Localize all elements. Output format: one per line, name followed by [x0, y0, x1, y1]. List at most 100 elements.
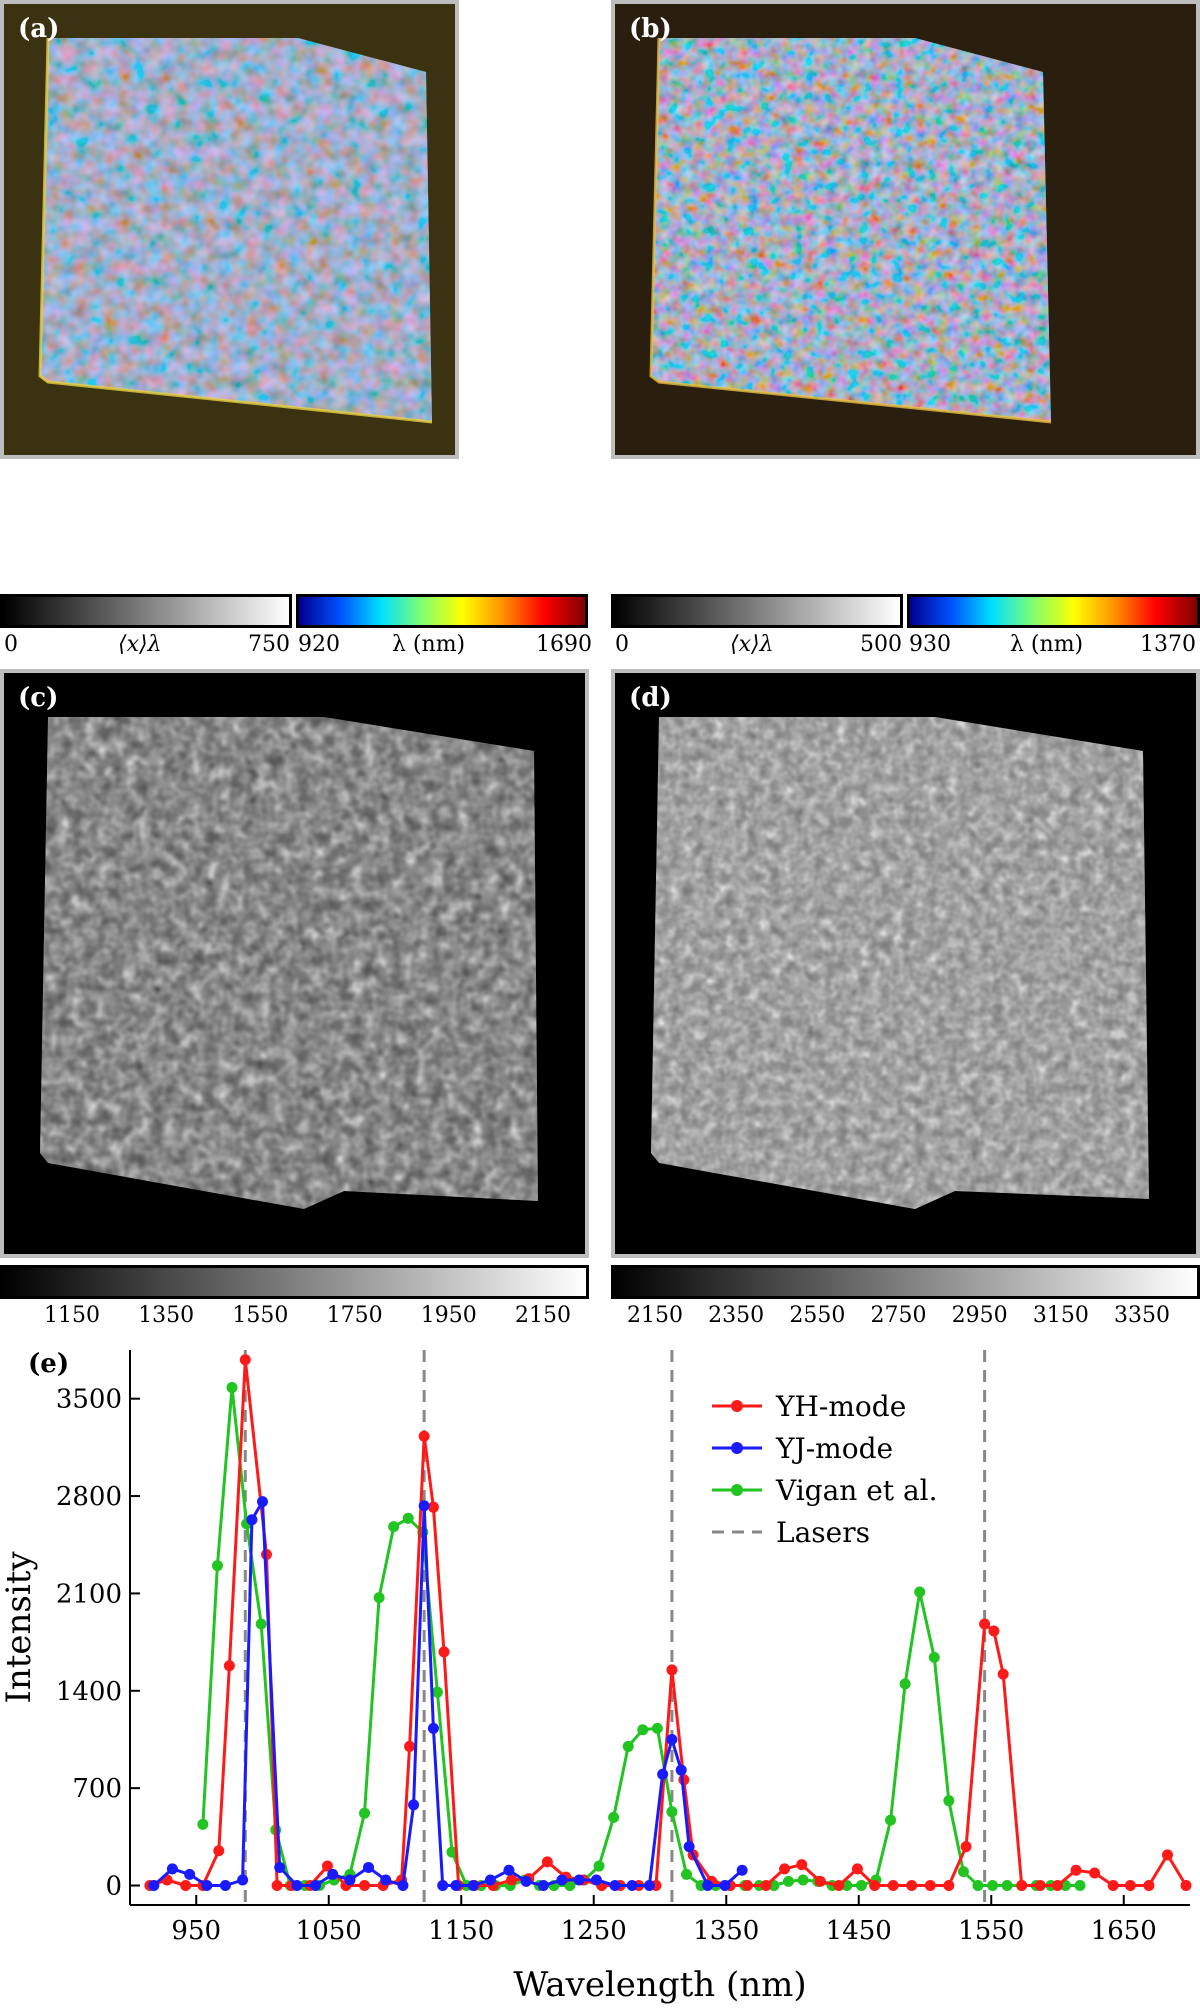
data-point [987, 1880, 999, 1892]
data-point [503, 1864, 515, 1876]
data-point [1074, 1880, 1086, 1892]
data-point [257, 1496, 268, 1508]
legend-marker [731, 1442, 743, 1454]
data-point [593, 1860, 605, 1872]
colorbar-c-tick-0: 1150 [44, 1303, 100, 1328]
data-point [924, 1880, 936, 1892]
colorbar-c-tick-1: 1350 [138, 1303, 195, 1328]
colorbar-b-spec-label: λ (nm) [1010, 632, 1084, 657]
colorbar-a-gray-max: 750 [248, 632, 290, 657]
legend-label: Vigan et al. [775, 1474, 938, 1507]
y-tick-label: 700 [72, 1774, 122, 1804]
data-point [736, 1864, 748, 1876]
colorbar-c [0, 1265, 589, 1299]
data-point [541, 1856, 553, 1868]
colorbar-b-spectral [907, 594, 1200, 628]
data-point [972, 1880, 984, 1892]
data-point [506, 1874, 518, 1886]
data-point [609, 1880, 621, 1892]
panel-c-label: (c) [18, 683, 59, 713]
data-point [388, 1521, 400, 1533]
data-point [1107, 1880, 1119, 1892]
data-point [637, 1724, 649, 1736]
y-tick-label: 0 [105, 1872, 122, 1902]
data-point [681, 1868, 692, 1880]
data-point [797, 1874, 809, 1886]
data-point [760, 1880, 772, 1892]
data-point [869, 1880, 881, 1892]
data-point [556, 1874, 568, 1886]
data-point [219, 1880, 231, 1892]
data-point [520, 1875, 532, 1887]
panel-b: (b) [611, 0, 1200, 459]
data-point [180, 1880, 192, 1892]
data-point [1016, 1880, 1028, 1892]
data-point [166, 1863, 178, 1875]
colorbar-d-tick-4: 2950 [951, 1303, 1008, 1328]
data-point [484, 1874, 496, 1886]
colorbar-d-tick-2: 2550 [789, 1303, 846, 1328]
data-point [427, 1722, 439, 1734]
data-point [683, 1841, 695, 1853]
data-point [450, 1880, 462, 1892]
data-point [885, 1814, 897, 1826]
data-point [1070, 1864, 1082, 1876]
data-point [467, 1880, 479, 1892]
data-point [397, 1880, 409, 1892]
data-point [408, 1799, 420, 1811]
panel-a-label: (a) [18, 14, 60, 44]
data-point [537, 1880, 549, 1892]
data-point [438, 1646, 450, 1658]
data-point [446, 1846, 458, 1858]
colorbar-b-spec-max: 1370 [1140, 632, 1196, 657]
data-point [651, 1722, 663, 1734]
y-tick-label: 2800 [56, 1482, 122, 1512]
legend-marker [731, 1400, 743, 1412]
data-point [573, 1874, 585, 1886]
data-point [1161, 1849, 1173, 1861]
colorbar-a-spectral [296, 594, 588, 628]
legend-label: Lasers [776, 1516, 870, 1549]
panel-b-label: (b) [629, 14, 672, 44]
data-point [564, 1880, 576, 1892]
colorbar-c-tick-5: 2150 [515, 1303, 571, 1328]
data-point [1143, 1880, 1155, 1892]
y-tick-label: 3500 [56, 1385, 122, 1415]
data-point [271, 1880, 283, 1892]
data-point [855, 1880, 867, 1892]
colorbar-b-gray-min: 0 [615, 632, 629, 657]
data-point [418, 1500, 430, 1512]
data-point [928, 1651, 940, 1663]
panel-c-image [40, 717, 538, 1209]
data-point [223, 1660, 235, 1672]
data-point [783, 1875, 795, 1887]
data-point [418, 1430, 430, 1442]
data-point [814, 1875, 826, 1887]
data-point [291, 1880, 303, 1892]
x-tick-label: 1550 [958, 1916, 1024, 1946]
x-tick-label: 1350 [693, 1916, 759, 1946]
data-point [239, 1354, 251, 1366]
data-point [622, 1740, 634, 1752]
data-point [1089, 1867, 1101, 1879]
colorbar-c-tick-4: 1950 [420, 1303, 477, 1328]
data-point [437, 1880, 449, 1892]
data-point [741, 1880, 753, 1892]
panel-a-image [38, 37, 433, 424]
colorbar-a-spec-label: λ (nm) [392, 632, 466, 657]
legend-label: YH-mode [775, 1390, 906, 1423]
panel-d: (d) [611, 669, 1200, 1258]
data-point [184, 1868, 196, 1880]
data-point [899, 1678, 911, 1690]
data-point [997, 1668, 1009, 1680]
panel-a: (a) [0, 0, 459, 459]
data-point [363, 1861, 374, 1873]
data-point [719, 1880, 731, 1892]
data-point [431, 1686, 443, 1698]
colorbar-b-gray [611, 594, 903, 628]
data-point [404, 1740, 416, 1752]
data-point [1001, 1880, 1013, 1892]
data-point [359, 1880, 371, 1892]
panel-b-image [649, 37, 1052, 424]
data-point [246, 1514, 258, 1526]
